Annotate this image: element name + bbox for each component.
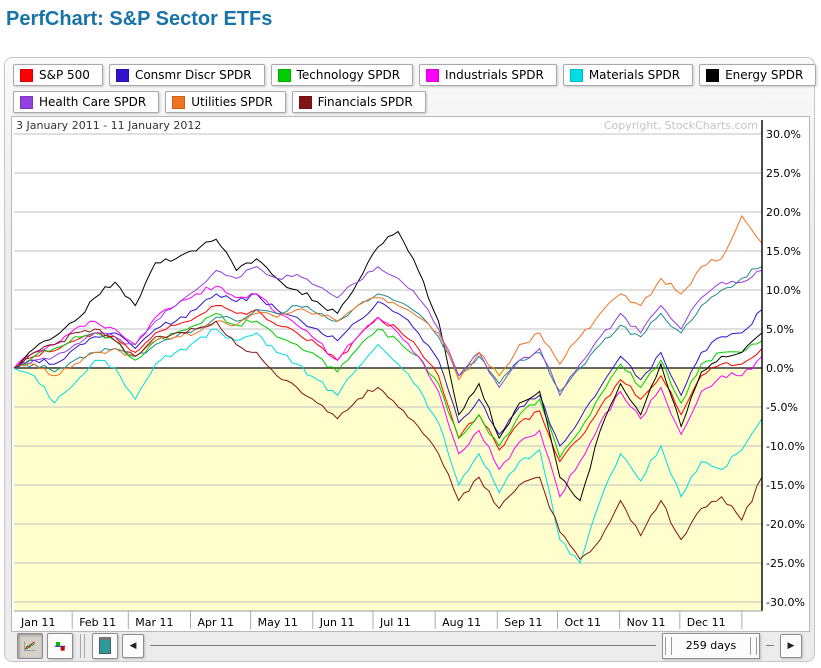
legend-label: Utilities SPDR [191,95,273,109]
y-axis-label: -5.0% [766,401,798,414]
below-zero-region [14,368,762,611]
copyright-label: Copyright, StockCharts.com [604,119,758,132]
left-arrow-icon: ◀ [129,640,137,650]
utilities-swatch-icon [172,95,186,109]
consmr-discr-swatch-icon [115,68,129,82]
legend-sp500[interactable]: S&P 500 [13,64,103,86]
legend-row-1: S&P 500 Consmr Discr SPDR Technology SPD… [13,64,817,86]
bottom-toolbar: ◀ 259 days ▶ [5,630,814,661]
performance-plot[interactable]: 30.0% 25.0% 20.0% 15.0% 10.0% 5.0% 0.0% -5.0% -1… [12,117,809,631]
x-axis-label: Feb 11 [79,616,116,629]
slider-label: 259 days [685,639,737,652]
x-axis-label: Jun 11 [319,616,355,629]
line-chart-icon [24,640,36,651]
legend-label: Consmr Discr SPDR [134,68,252,82]
legend-health-care[interactable]: Health Care SPDR [13,91,160,113]
x-axis-label: Oct 11 [565,616,602,629]
perfchart-panel: S&P 500 Consmr Discr SPDR Technology SPD… [4,57,817,662]
y-axis-label: 20.0% [766,206,801,219]
sp500-swatch-icon [20,68,33,82]
y-axis-label: 10.0% [766,284,801,297]
legend-label: Industrials SPDR [445,68,544,82]
right-arrow-icon: ▶ [787,640,795,650]
financials-swatch-icon [298,95,312,109]
legend-label: Materials SPDR [588,68,681,82]
series-line-s&p-500 [13,304,763,463]
legend-technology[interactable]: Technology SPDR [270,64,414,86]
page-title: PerfChart: S&P Sector ETFs [6,8,273,30]
legend-consmr-discr[interactable]: Consmr Discr SPDR [108,64,265,86]
grip-icon [750,636,757,655]
chart-area: 30.0% 25.0% 20.0% 15.0% 10.0% 5.0% 0.0% -5.0% -1… [11,116,810,632]
legend-utilities[interactable]: Utilities SPDR [165,91,286,113]
slider-track[interactable] [150,645,656,646]
range-slider-handle[interactable]: 259 days [662,632,760,659]
legend: S&P 500 Consmr Discr SPDR Technology SPD… [5,58,817,120]
x-axis-label: Dec 11 [687,616,726,629]
histogram-icon [54,641,66,651]
y-axis-label: -30.0% [766,596,805,609]
y-axis-label: -15.0% [766,479,805,492]
x-axis-label: Sep 11 [504,616,542,629]
legend-energy[interactable]: Energy SPDR [699,64,817,86]
x-axis-label: Jan 11 [20,616,55,629]
series-line-health-care-spdr [13,265,763,397]
line-mode-button[interactable] [17,632,43,659]
legend-label: S&P 500 [39,68,90,82]
materials-swatch-icon [569,68,583,82]
legend-industrials[interactable]: Industrials SPDR [419,64,557,86]
x-axis-label: Nov 11 [627,616,666,629]
y-axis-label: -10.0% [766,440,805,453]
legend-label: Technology SPDR [296,68,401,82]
toolbar-separator [80,633,85,658]
industrials-swatch-icon [426,68,440,82]
x-axis-label: Apr 11 [198,616,235,629]
technology-swatch-icon [277,68,291,82]
legend-row-2: Health Care SPDR Utilities SPDR Financia… [13,91,806,113]
y-axis-label: 15.0% [766,245,801,258]
chart-style-swatch-icon [99,637,111,654]
y-axis-label: -20.0% [766,518,805,531]
legend-label: Financials SPDR [317,95,413,109]
x-axis-label: May 11 [258,616,298,629]
health-care-swatch-icon [20,95,33,109]
y-axis-label: 25.0% [766,167,801,180]
series-line-consmr-discr-spdr [13,293,763,447]
x-axis-label: Mar 11 [135,616,173,629]
legend-materials[interactable]: Materials SPDR [562,64,694,86]
chart-style-button[interactable] [92,632,118,659]
histogram-mode-button[interactable] [47,632,73,659]
y-axis-label: -25.0% [766,557,805,570]
series-line-financials-spdr [13,320,763,560]
date-range-label: 3 January 2011 - 11 January 2012 [16,119,201,132]
series-line-materials-spdr [13,328,763,565]
y-axis-label: 0.0% [766,362,794,375]
y-axis-label: 5.0% [766,323,794,336]
x-axis-label: Aug 11 [442,616,481,629]
grip-icon [665,636,672,655]
y-axis-label: 30.0% [766,128,801,141]
legend-financials[interactable]: Financials SPDR [291,91,426,113]
x-axis-label: Jul 11 [379,616,411,629]
scroll-right-button[interactable]: ▶ [780,633,802,658]
slider-track-right[interactable] [766,645,774,646]
legend-label: Energy SPDR [725,68,804,82]
series-line-energy-spdr [13,230,763,502]
energy-swatch-icon [706,68,720,82]
scroll-left-button[interactable]: ◀ [122,633,144,658]
legend-label: Health Care SPDR [39,95,147,109]
series-line-technology-spdr [13,312,763,459]
